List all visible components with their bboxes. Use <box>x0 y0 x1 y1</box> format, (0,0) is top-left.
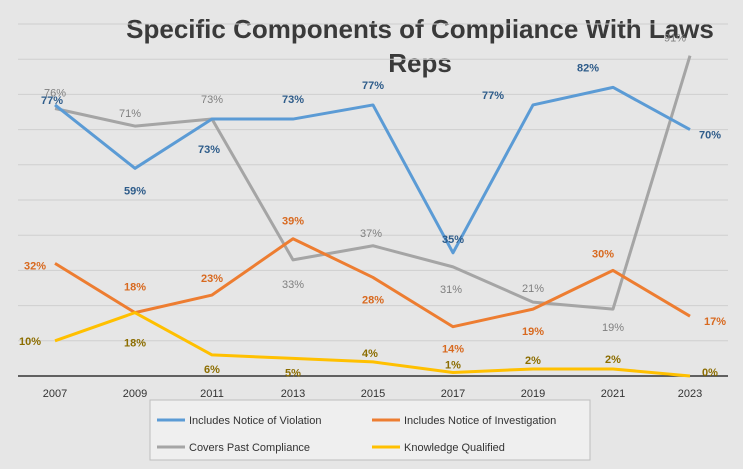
data-label: 31% <box>440 284 462 296</box>
data-label: 70% <box>699 130 721 142</box>
data-label: 18% <box>124 338 146 350</box>
data-label: 17% <box>704 316 726 328</box>
x-tick-label: 2009 <box>123 388 147 400</box>
data-label: 35% <box>442 234 464 246</box>
data-label: 30% <box>592 248 614 260</box>
x-tick-label: 2023 <box>678 388 702 400</box>
legend: Includes Notice of Violation Includes Not… <box>149 399 591 461</box>
legend-label: Covers Past Compliance <box>189 442 310 454</box>
data-label: 82% <box>577 62 599 74</box>
data-label: 73% <box>198 144 220 156</box>
x-axis-tick-labels: 2007 2009 2011 2013 2015 2017 2019 2021 2023 <box>43 388 702 400</box>
data-label: 59% <box>124 185 146 197</box>
gridlines <box>18 23 728 342</box>
chart-title-line1: Specific Components of Compliance With L… <box>126 14 714 44</box>
data-label: 77% <box>362 80 384 92</box>
x-tick-label: 2011 <box>200 388 224 400</box>
legend-label: Includes Notice of Violation <box>189 415 322 427</box>
series-line-0 <box>54 85 691 255</box>
legend-label: Includes Notice of Investigation <box>404 415 556 427</box>
series-line-3 <box>54 311 691 378</box>
data-label: 14% <box>442 344 464 356</box>
legend-label: Knowledge Qualified <box>404 442 505 454</box>
series-line-1 <box>54 237 691 329</box>
data-label: 5% <box>285 367 301 379</box>
data-label: 76% <box>44 87 66 99</box>
legend-box <box>149 399 591 461</box>
x-tick-label: 2017 <box>441 388 465 400</box>
x-tick-label: 2013 <box>281 388 305 400</box>
data-label: 77% <box>482 90 504 102</box>
data-label: 23% <box>201 273 223 285</box>
data-label: 71% <box>119 108 141 120</box>
x-tick-label: 2007 <box>43 388 67 400</box>
data-label: 77% <box>41 95 63 107</box>
data-label: 28% <box>362 294 384 306</box>
series-line-2 <box>54 55 692 311</box>
data-label: 10% <box>19 336 41 348</box>
data-label: 32% <box>24 260 46 272</box>
data-label: 33% <box>282 279 304 291</box>
data-label: 4% <box>362 348 378 360</box>
data-label: 73% <box>201 94 223 106</box>
data-label: 1% <box>445 359 461 371</box>
data-label: 2% <box>525 355 541 367</box>
x-tick-label: 2015 <box>361 388 385 400</box>
data-label: 39% <box>282 216 304 228</box>
data-label: 6% <box>204 364 220 376</box>
data-label: 21% <box>522 283 544 295</box>
data-label: 2% <box>605 354 621 366</box>
data-label: 18% <box>124 282 146 294</box>
data-label: 73% <box>282 94 304 106</box>
chart-title-line2: Reps <box>388 48 452 78</box>
data-label: 91% <box>664 33 686 45</box>
data-label: 19% <box>522 326 544 338</box>
x-tick-label: 2021 <box>601 388 625 400</box>
data-label: 37% <box>360 228 382 240</box>
data-label: 19% <box>602 322 624 334</box>
x-tick-label: 2019 <box>521 388 545 400</box>
data-labels: 77% 59% 73% 73% 77% 35% 77% 82% 70% 32% 18% 23% 39% 2… <box>19 33 726 380</box>
series-lines <box>54 55 692 378</box>
data-label: 0% <box>702 367 718 379</box>
